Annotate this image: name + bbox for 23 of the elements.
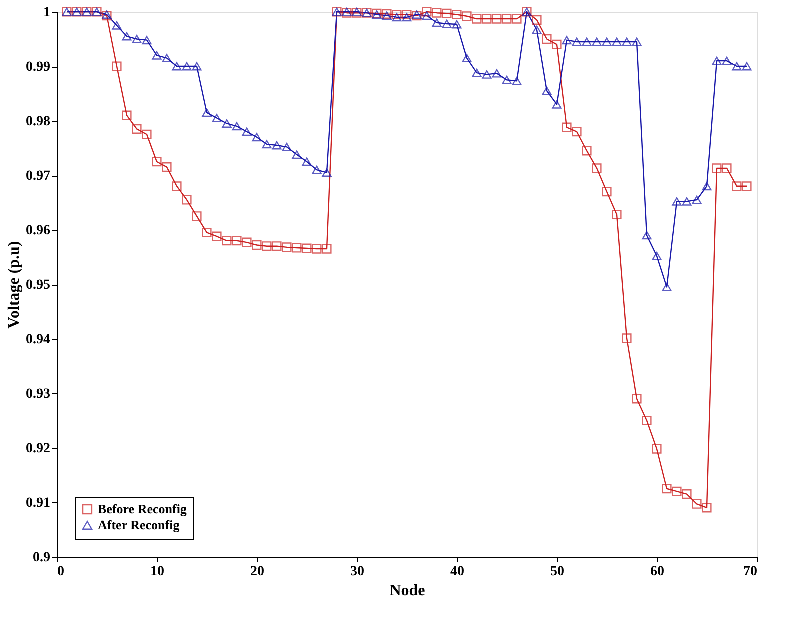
- x-tick-label: 20: [250, 564, 264, 580]
- x-tick-label: 50: [550, 564, 564, 580]
- y-tick-label: 0.98: [26, 114, 50, 130]
- y-tick-label: 0.92: [26, 442, 50, 456]
- x-tick-label: 70: [744, 564, 758, 580]
- y-tick-label: 1: [44, 6, 50, 20]
- y-tick-label: 0.9: [33, 550, 50, 566]
- y-tick-label: 0.97: [26, 169, 50, 184]
- x-tick-label: 60: [650, 564, 664, 580]
- x-tick-label: 10: [150, 564, 164, 580]
- x-tick-label: 30: [350, 564, 364, 580]
- y-tick-label: 0.94: [26, 332, 50, 348]
- y-tick-label: 0.99: [26, 60, 50, 75]
- x-tick-label: 0: [58, 564, 64, 580]
- legend-label: After Reconfig: [98, 518, 180, 532]
- legend-label: Before Reconfig: [98, 502, 188, 516]
- y-tick-label: 0.96: [26, 224, 50, 238]
- y-tick-label: 0.91: [26, 496, 50, 511]
- y-axis-title: Voltage (p.u): [6, 241, 23, 329]
- x-axis-title: Node: [390, 582, 426, 600]
- x-tick-label: 40: [450, 564, 464, 580]
- y-tick-label: 0.93: [26, 387, 50, 402]
- y-tick-label: 0.95: [26, 278, 50, 293]
